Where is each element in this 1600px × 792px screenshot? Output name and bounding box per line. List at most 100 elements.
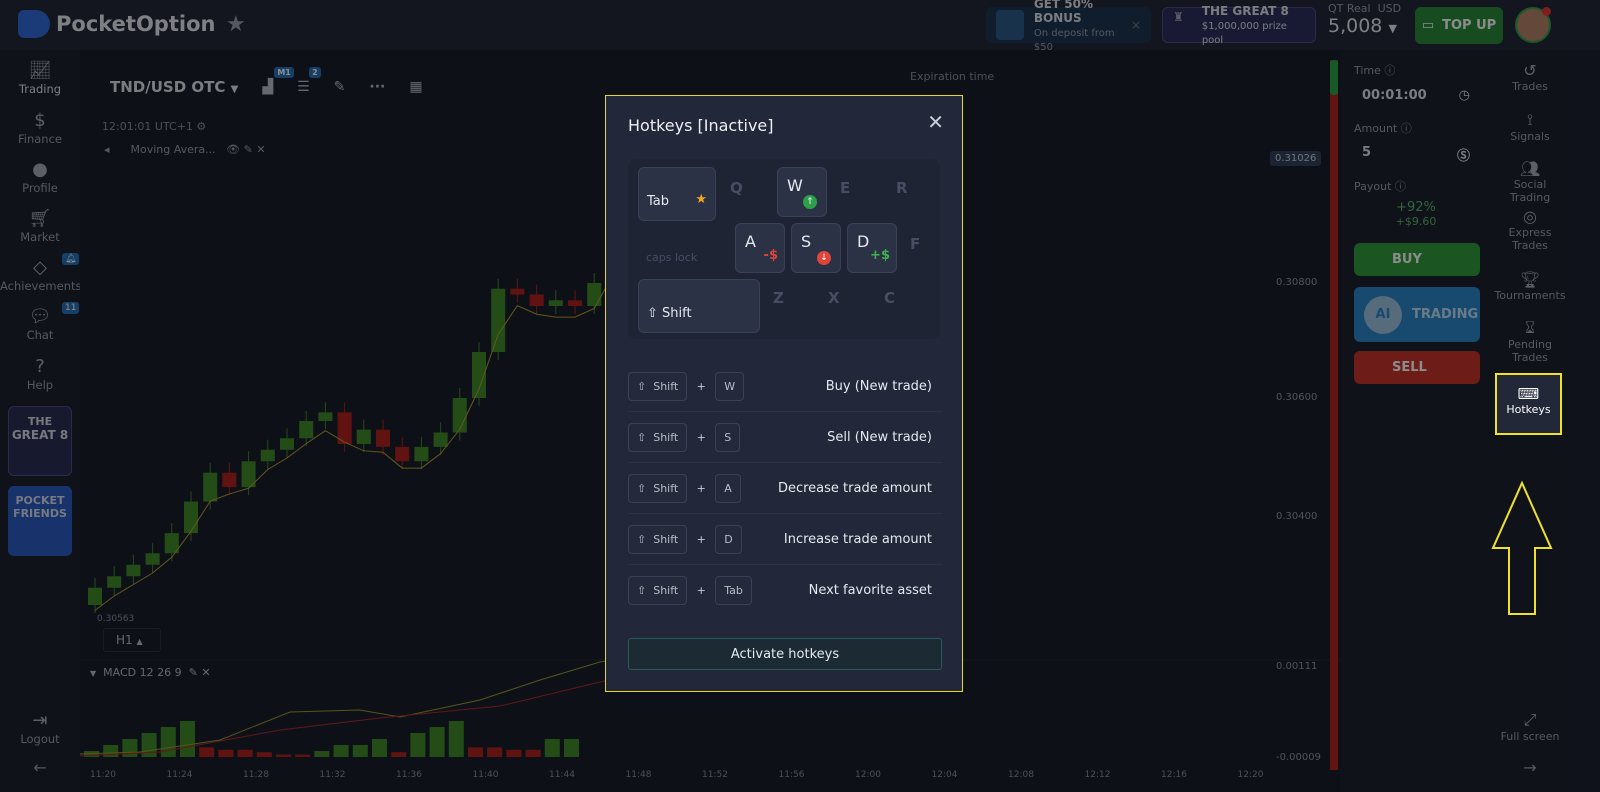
diamond-icon: ◇ (33, 257, 47, 278)
time-tick: 11:56 (778, 770, 805, 780)
candle (472, 352, 486, 398)
collapse-left-icon[interactable]: ◂ (104, 143, 110, 156)
close-icon[interactable]: ✕ (201, 666, 211, 679)
time-tick: 11:24 (166, 770, 193, 780)
rightbar-item-signals[interactable]: ⟟ Signals (1492, 110, 1568, 143)
rightbar-item-tournaments[interactable]: 🏆︎ Tournaments (1492, 270, 1568, 302)
signal-icon: ⟟ (1527, 110, 1533, 129)
macd-name: MACD 12 26 9 (103, 666, 182, 679)
pocket-friends-banner[interactable]: POCKET FRIENDS (8, 486, 72, 556)
amount-input[interactable]: 5 Ⓢ (1354, 137, 1478, 169)
time-input[interactable]: 00:01:00 ◷ (1354, 80, 1478, 112)
expand-arrow-icon[interactable]: → (1523, 758, 1537, 777)
candle (126, 564, 141, 577)
avatar[interactable] (1515, 7, 1551, 43)
label: Profile (22, 181, 58, 195)
close-promo-icon[interactable]: × (1130, 18, 1141, 32)
indicators-button[interactable]: ☰ 2 (297, 67, 321, 95)
time-value: 00:01:00 (1362, 88, 1427, 103)
pencil-icon[interactable]: ✎ (243, 143, 253, 156)
sidebar-item-profile[interactable]: ● Profile (0, 159, 80, 195)
timeframe-button[interactable]: ▟ M1 (262, 67, 294, 95)
collapse-arrow-icon[interactable]: ← (33, 758, 47, 777)
macd-bar (237, 749, 253, 757)
great8-promo[interactable]: ♜ THE GREAT 8 $1,000,000 prize pool (1162, 4, 1316, 46)
label: Express Trades (1508, 226, 1552, 252)
sidebar-item-market[interactable]: 🛒︎ Market (0, 208, 80, 244)
sidebar-item-trading[interactable]: 📈︎ Trading (0, 60, 80, 96)
great8-banner[interactable]: THE GREAT 8 (8, 406, 72, 476)
sliders-icon: ☰ (297, 79, 310, 95)
more-icon[interactable]: ··· (369, 79, 386, 95)
asset-selector[interactable]: TND/USD OTC ▼ (110, 78, 238, 96)
macd-bar (276, 754, 291, 757)
activate-hotkeys-button[interactable]: Activate hotkeys (628, 638, 942, 670)
indicator-name: Moving Avera... (130, 143, 216, 156)
account-type: QT Real (1328, 2, 1371, 15)
key-label: Tab (647, 194, 670, 209)
shortcut-description: Buy (New trade) (825, 378, 932, 394)
macd-bar (199, 747, 215, 757)
bonus-promo[interactable]: GET 50% BONUS On deposit from $50 × (986, 0, 1151, 53)
sell-button[interactable]: SELL (1354, 351, 1480, 384)
eye-icon[interactable]: 👁︎ (226, 143, 241, 156)
fullscreen-button[interactable]: ⤢ Full screen (1492, 710, 1568, 743)
key-label: W (787, 176, 803, 195)
plus-sign: + (696, 379, 706, 393)
close-icon[interactable]: ✕ (256, 143, 266, 156)
key-tab: Tab ★ (638, 167, 716, 221)
macd-line (80, 649, 681, 755)
logo[interactable]: PocketOption (18, 10, 215, 38)
promo-title: GET 50% BONUS (1033, 0, 1094, 25)
key-w: W ↑ (777, 167, 827, 217)
period-selector[interactable]: H1 ▲ (103, 628, 161, 652)
label: Time (1354, 64, 1381, 77)
macd-bar (525, 749, 541, 757)
pencil-icon[interactable]: ✎ (188, 666, 198, 679)
candle (222, 472, 237, 488)
drawing-brush-icon[interactable]: ✎ (333, 79, 346, 95)
candle (452, 398, 467, 433)
shortcut-description: Increase trade amount (783, 531, 932, 547)
rightbar-item-express-trades[interactable]: ◎ Express Trades (1492, 207, 1568, 252)
key-f: F (910, 235, 921, 253)
key-x: X (828, 289, 840, 307)
chart-clock: 12:01:01 UTC+1 ⚙ (102, 120, 206, 133)
candle (491, 288, 506, 352)
promo-sub: On deposit from $50 (1033, 28, 1115, 53)
label: Payout (1354, 180, 1392, 193)
close-icon[interactable]: ✕ (927, 110, 944, 134)
settings-gear-icon[interactable]: ⚙ (196, 120, 207, 133)
logout-button[interactable]: ⇥ Logout (0, 710, 80, 746)
rightbar-item-social-trading[interactable]: 👥︎ Social Trading (1492, 159, 1568, 204)
currency-icon[interactable]: Ⓢ (1456, 149, 1470, 164)
label: Trades (1512, 80, 1548, 93)
macd-bar (391, 752, 407, 757)
sidebar-item-chat[interactable]: 💬︎ Chat (0, 306, 80, 342)
sidebar-item-help[interactable]: ? Help (0, 356, 80, 392)
account-selector[interactable]: QT Real USD 5,008 ▼ (1328, 2, 1401, 37)
sidebar-item-finance[interactable]: $ Finance (0, 110, 80, 146)
rightbar-item-pending-trades[interactable]: ⌛︎ Pending Trades (1492, 318, 1568, 364)
sidebar-item-achievements[interactable]: ◇ Achievements (0, 257, 82, 293)
layout-grid-icon[interactable]: ▦ (409, 79, 423, 95)
top-up-button[interactable]: ▭ TOP UP (1415, 7, 1503, 44)
rightbar-item-trades[interactable]: ↺ Trades (1492, 61, 1568, 93)
rightbar-item-hotkeys[interactable]: ⌨ Hotkeys (1495, 373, 1562, 435)
time-tick: 11:52 (702, 770, 728, 780)
label: Achievements (0, 279, 82, 293)
cart-icon: 🛒︎ (28, 208, 52, 229)
clock-icon[interactable]: ◷ (1458, 88, 1470, 103)
candle (299, 421, 314, 439)
ai-trading-button[interactable]: AI TRADING (1354, 287, 1480, 342)
buy-button[interactable]: BUY (1354, 243, 1480, 276)
collapse-icon[interactable]: ▼ (90, 669, 97, 678)
key-c: C (884, 289, 896, 307)
key-label: A (745, 232, 756, 251)
label: Signals (1510, 130, 1550, 143)
time-tick: 11:32 (319, 770, 346, 780)
favorite-star-icon[interactable]: ★ (226, 12, 246, 37)
label: Help (26, 378, 54, 392)
time-tick: 11:44 (549, 770, 575, 780)
logo-icon (18, 10, 50, 38)
